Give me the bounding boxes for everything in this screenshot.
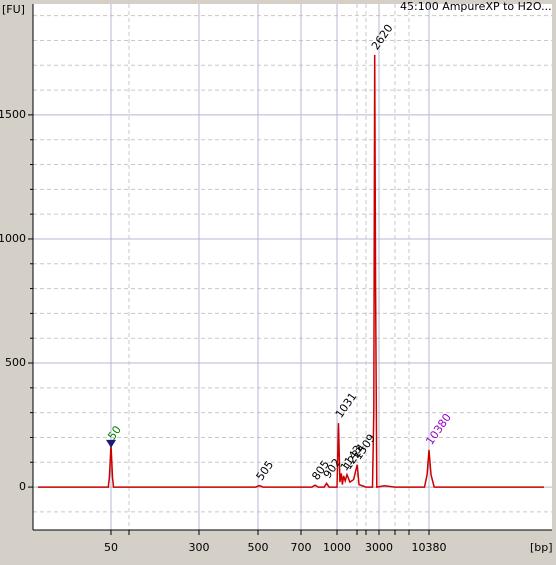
y-tick-label: 500 <box>5 356 26 369</box>
x-tick-label: 300 <box>189 541 210 554</box>
x-tick-label: 50 <box>104 541 118 554</box>
y-axis-label: [FU] <box>2 3 25 16</box>
trace <box>37 54 544 488</box>
x-axis-label: [bp] <box>530 541 553 554</box>
x-tick-label: 500 <box>248 541 269 554</box>
plot-area <box>33 4 552 530</box>
y-tick-label: 1500 <box>0 108 26 121</box>
x-tick-label: 10380 <box>412 541 447 554</box>
y-tick-label: 0 <box>19 480 26 493</box>
x-tick-label: 1000 <box>323 541 351 554</box>
marker-triangle <box>106 439 116 448</box>
x-tick-label: 700 <box>291 541 312 554</box>
y-tick-label: 1000 <box>0 232 26 245</box>
chart-title: 45:100 AmpureXP to H2O... <box>400 0 552 13</box>
x-tick-label: 3000 <box>365 541 393 554</box>
